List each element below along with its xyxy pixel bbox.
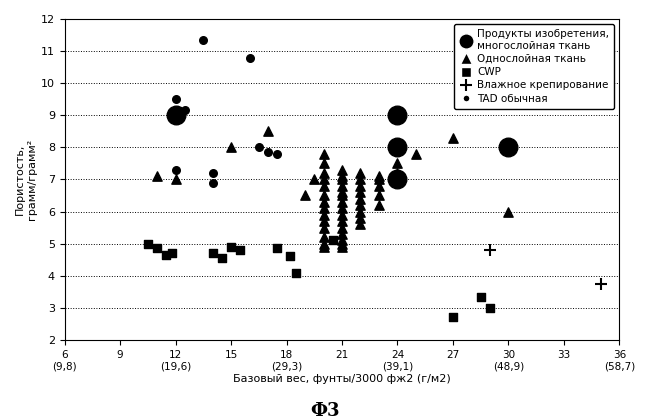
Point	[170, 176, 181, 183]
Point	[337, 240, 347, 247]
Point	[485, 304, 495, 311]
Point	[291, 269, 301, 276]
Point	[272, 245, 283, 252]
Point	[318, 192, 329, 199]
Point	[318, 211, 329, 218]
Point	[356, 202, 366, 208]
Point	[318, 205, 329, 212]
Text: Ф3: Ф3	[310, 402, 340, 420]
Point	[448, 134, 458, 141]
Point	[356, 195, 366, 202]
Point	[318, 176, 329, 183]
Point	[356, 189, 366, 196]
Point	[392, 176, 402, 183]
Point	[226, 144, 236, 151]
Point	[318, 160, 329, 167]
Point	[337, 244, 347, 250]
Point	[337, 199, 347, 205]
Point	[392, 144, 402, 151]
Point	[161, 252, 172, 258]
X-axis label: Базовый вес, фунты/3000 фж2 (г/м2): Базовый вес, фунты/3000 фж2 (г/м2)	[233, 374, 451, 384]
Point	[337, 224, 347, 231]
Point	[170, 96, 181, 102]
Point	[254, 144, 264, 151]
Point	[285, 253, 295, 260]
Point	[337, 231, 347, 237]
Point	[244, 54, 255, 61]
Legend: Продукты изобретения,
многослойная ткань, Однослойная ткань, CWP, Влажное крепир: Продукты изобретения, многослойная ткань…	[454, 24, 614, 109]
Point	[235, 247, 246, 253]
Point	[318, 150, 329, 157]
Point	[318, 224, 329, 231]
Point	[392, 160, 402, 167]
Point	[337, 218, 347, 225]
Point	[337, 166, 347, 173]
Point	[300, 192, 310, 199]
Point	[152, 173, 162, 180]
Point	[374, 183, 384, 189]
Point	[318, 183, 329, 189]
Point	[318, 199, 329, 205]
Point	[374, 192, 384, 199]
Point	[318, 244, 329, 250]
Point	[392, 112, 402, 118]
Point	[216, 255, 227, 261]
Point	[207, 179, 218, 186]
Y-axis label: Пористость,
грамм/грамм²: Пористость, грамм/грамм²	[15, 139, 36, 220]
Point	[318, 170, 329, 176]
Point	[356, 176, 366, 183]
Point	[485, 247, 495, 253]
Point	[142, 240, 153, 247]
Point	[318, 240, 329, 247]
Point	[337, 176, 347, 183]
Point	[411, 150, 421, 157]
Point	[595, 281, 606, 287]
Point	[272, 150, 283, 157]
Point	[152, 245, 162, 252]
Point	[207, 170, 218, 176]
Point	[374, 176, 384, 183]
Point	[263, 128, 273, 135]
Point	[337, 211, 347, 218]
Point	[337, 173, 347, 180]
Point	[356, 208, 366, 215]
Point	[170, 166, 181, 173]
Point	[337, 183, 347, 189]
Point	[263, 149, 273, 155]
Point	[503, 208, 514, 215]
Point	[226, 244, 236, 250]
Point	[207, 250, 218, 257]
Point	[309, 176, 319, 183]
Point	[328, 237, 338, 244]
Point	[318, 234, 329, 241]
Point	[356, 215, 366, 221]
Point	[337, 189, 347, 196]
Point	[337, 205, 347, 212]
Point	[356, 183, 366, 189]
Point	[374, 173, 384, 180]
Point	[374, 202, 384, 208]
Point	[170, 112, 181, 118]
Point	[503, 144, 514, 151]
Point	[337, 192, 347, 199]
Point	[356, 221, 366, 228]
Point	[392, 170, 402, 176]
Point	[476, 293, 486, 300]
Point	[448, 314, 458, 321]
Point	[356, 170, 366, 176]
Point	[179, 107, 190, 114]
Point	[337, 237, 347, 244]
Point	[166, 250, 177, 257]
Point	[318, 218, 329, 225]
Point	[198, 37, 209, 43]
